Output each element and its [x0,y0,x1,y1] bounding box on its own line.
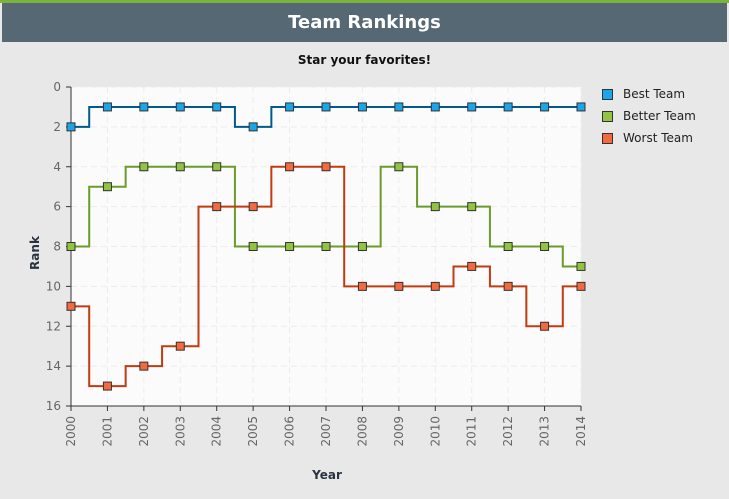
y-tick-label: 0 [53,80,61,94]
x-tick-label: 2007 [319,416,333,447]
data-point [175,341,185,351]
chart-subtitle: Star your favorites! [297,53,432,67]
data-point [212,202,222,212]
legend-item[interactable]: Worst Team [602,127,696,149]
data-point [540,321,550,331]
data-point [321,102,331,112]
page-title: Team Rankings [2,3,727,42]
x-tick-label: 2000 [64,416,78,447]
data-point [467,102,477,112]
legend-swatch [602,110,613,122]
data-point [430,202,440,212]
data-point [175,102,185,112]
legend-item[interactable]: Best Team [602,83,696,105]
data-point [357,242,367,251]
data-point [503,102,513,112]
x-tick-label: 2003 [173,416,187,447]
data-point [430,281,440,291]
data-point [139,102,149,112]
data-point [394,162,404,172]
data-point [102,381,112,391]
top-accent-line [0,0,729,3]
data-point [66,242,76,251]
y-tick-label: 14 [46,359,61,373]
data-point [248,202,258,212]
x-tick-label: 2014 [574,416,588,447]
data-point [576,102,586,112]
data-point [503,242,513,251]
data-point [430,102,440,112]
y-tick-label: 16 [46,399,61,413]
x-tick-label: 2004 [210,416,224,447]
y-tick-label: 10 [46,279,61,293]
x-tick-label: 2005 [246,416,260,447]
data-point [357,281,367,291]
data-point [357,102,367,112]
data-point [139,162,149,172]
data-point [139,361,149,371]
data-point [66,122,76,132]
x-tick-label: 2012 [501,416,515,447]
data-point [394,281,404,291]
data-point [467,261,477,271]
data-point [540,102,550,112]
data-point [321,242,331,251]
data-point [576,261,586,271]
data-point [212,102,222,112]
x-axis-label: Year [312,468,342,482]
y-tick-label: 6 [53,200,61,214]
data-point [212,162,222,172]
data-point [576,281,586,291]
legend-swatch [602,88,613,100]
y-tick-label: 8 [53,240,61,254]
x-tick-label: 2006 [283,416,297,447]
x-tick-label: 2001 [100,416,114,447]
legend-label: Worst Team [623,131,693,145]
y-tick-label: 12 [46,319,61,333]
data-point [102,182,112,192]
y-tick-label: 4 [53,160,61,174]
x-tick-label: 2011 [465,416,479,447]
x-tick-label: 2013 [538,416,552,447]
data-point [248,242,258,251]
legend-item[interactable]: Better Team [602,105,696,127]
data-point [66,301,76,311]
data-point [540,242,550,251]
data-point [285,102,295,112]
legend-label: Better Team [623,109,696,123]
data-point [102,102,112,112]
data-point [503,281,513,291]
x-tick-label: 2009 [392,416,406,447]
x-tick-label: 2002 [137,416,151,447]
legend-swatch [602,132,613,144]
legend-label: Best Team [623,87,686,101]
x-tick-label: 2010 [428,416,442,447]
data-point [285,162,295,172]
y-tick-label: 2 [53,120,61,134]
chart-legend: Best Team Better Team Worst Team [602,83,696,149]
x-tick-label: 2008 [355,416,369,447]
data-point [248,122,258,132]
data-point [321,162,331,172]
data-point [467,202,477,212]
data-point [394,102,404,112]
data-point [175,162,185,172]
data-point [285,242,295,251]
y-axis-label: Rank [27,236,42,270]
